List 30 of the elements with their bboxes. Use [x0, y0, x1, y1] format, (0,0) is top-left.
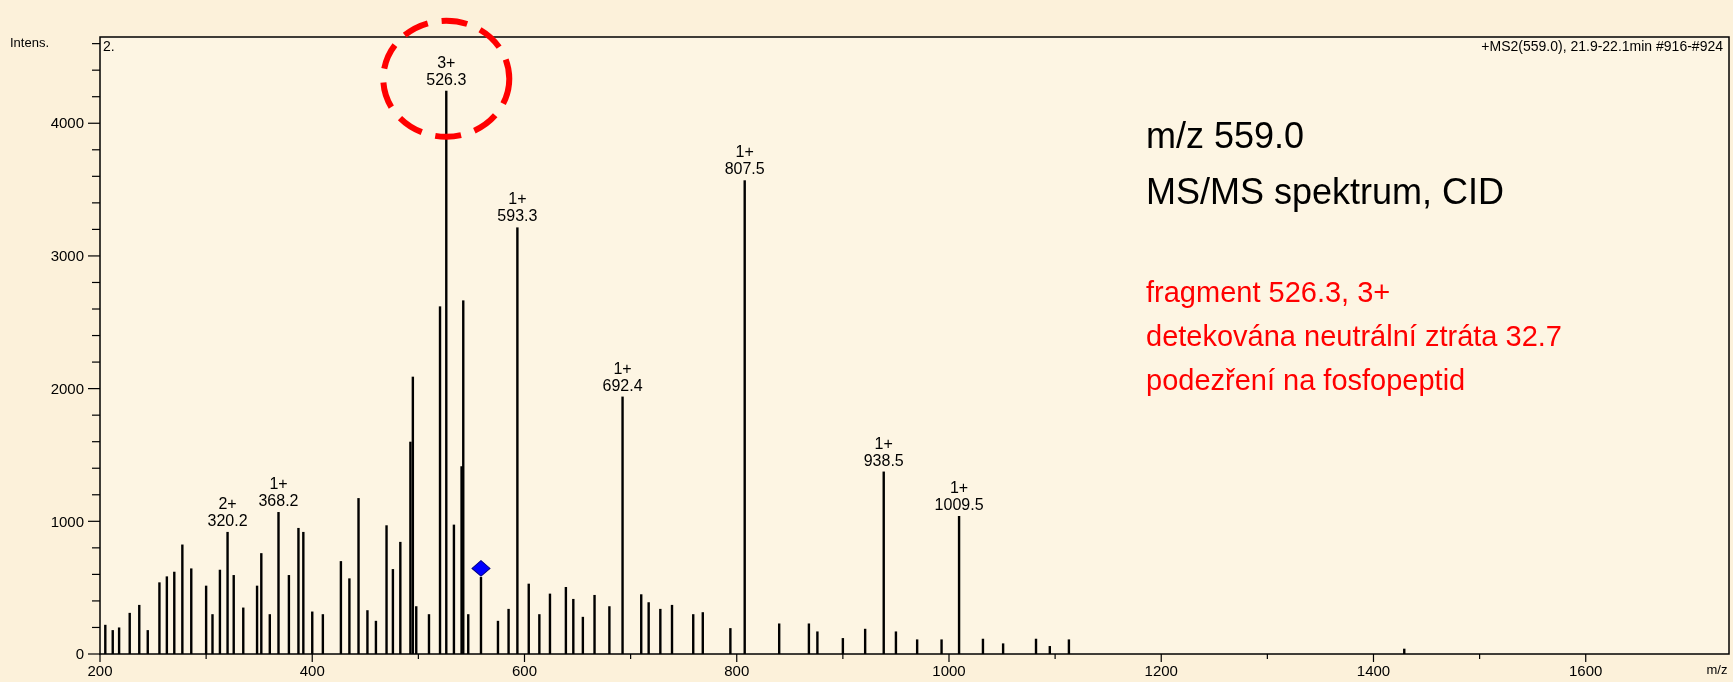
x-axis-title: m/z — [1706, 662, 1728, 677]
y-tick-label: 4000 — [50, 114, 84, 132]
x-tick-label: 200 — [87, 662, 113, 679]
annotation: detekována neutrální ztráta 32.7 — [1146, 320, 1562, 352]
x-tick-label: 1400 — [1356, 662, 1391, 679]
x-tick-label: 1600 — [1569, 662, 1603, 679]
y-tick-label: 2000 — [50, 379, 84, 397]
annotation: fragment 526.3, 3+ — [1146, 276, 1391, 308]
annotation: 2. — [103, 38, 115, 54]
y-tick-label: 1000 — [50, 512, 84, 530]
text: m/z 559.0 — [1146, 115, 1305, 156]
x-tick-label: 1000 — [932, 662, 966, 679]
annotation: 2+ 320.2 — [207, 494, 248, 529]
y-axis-title: Intens. — [10, 35, 50, 50]
x-tick-label: 400 — [299, 662, 325, 679]
x-tick-label: 800 — [724, 662, 750, 679]
annotation: 1+ 692.4 — [602, 359, 643, 394]
x-tick-label: 1200 — [1144, 662, 1178, 679]
y-tick-label: 3000 — [50, 247, 84, 265]
annotation: 1+ 1009.5 — [934, 479, 984, 513]
annotation: 1+ 593.3 — [497, 190, 538, 225]
annotation: 1+ 368.2 — [258, 475, 299, 510]
y-tick-label: 0 — [75, 645, 84, 663]
text: MS/MS spektrum, CID — [1146, 171, 1505, 212]
annotation: 3+ 526.3 — [426, 53, 467, 88]
annotation: 1+ 807.5 — [724, 143, 765, 178]
annotation: +MS2(559.0), 21.9-22.1min #916-#924 — [1481, 38, 1724, 54]
x-tick-label: 600 — [511, 662, 538, 679]
annotation: 1+ 938.5 — [863, 434, 904, 469]
annotation: podezření na fosfopeptid — [1146, 364, 1466, 396]
